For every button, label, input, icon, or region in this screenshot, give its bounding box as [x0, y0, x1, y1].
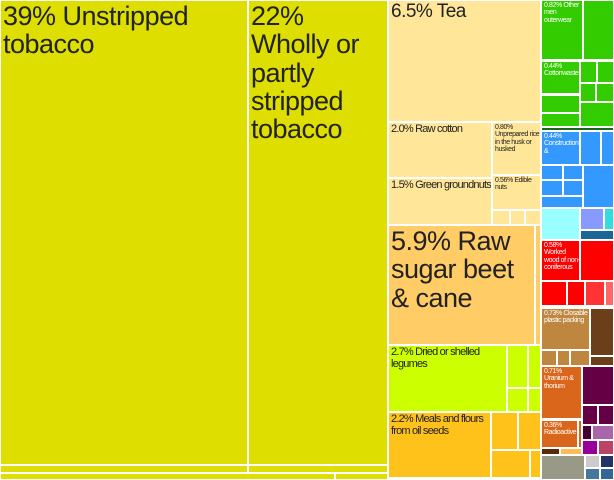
cell-label: 2.2% Meals and flours from oil seeds: [391, 413, 484, 437]
cell-label: 22% Wholly or partly stripped tobacco: [251, 1, 360, 145]
treemap-cell-labeled: 0.44% Construction &: [541, 131, 580, 165]
treemap-cell: [585, 281, 605, 306]
treemap-cell: [580, 83, 596, 102]
treemap-cell-labeled: 5.9% Raw sugar beet & cane: [388, 225, 535, 345]
cell-label: 2.7% Dried or shelled legumes: [391, 346, 480, 370]
treemap-cell-labeled: 0.82% Other men outerwear: [541, 0, 583, 60]
treemap-cell: [580, 230, 614, 240]
cell-label: 5.9% Raw sugar beet & cane: [391, 226, 514, 313]
treemap-cell: [601, 131, 614, 165]
cell-label: 0.44% Construction &: [544, 133, 579, 155]
treemap-cell-labeled: 0.56% Edible nuts: [492, 175, 541, 210]
treemap-cell-labeled: 0.44% Cottonwaste: [541, 61, 580, 94]
treemap-cell: [583, 0, 614, 60]
treemap-cell-labeled: 2.0% Raw cotton: [388, 122, 492, 178]
treemap-cell: [598, 440, 614, 455]
treemap-cell-labeled: 2.7% Dried or shelled legumes: [388, 345, 507, 412]
treemap-cell: [541, 350, 557, 366]
cell-label: 2.0% Raw cotton: [391, 123, 463, 135]
treemap-cell: [598, 405, 614, 425]
treemap-cell: [541, 165, 563, 180]
treemap-cell: [563, 180, 583, 196]
treemap-cell: [560, 448, 582, 455]
treemap-cell: [580, 61, 597, 83]
treemap-cell-labeled: 0.58% Worked wood of non-coniferous: [541, 240, 580, 281]
treemap-cell: [492, 210, 510, 225]
treemap-cell: [541, 180, 563, 196]
treemap-cell: [491, 450, 530, 478]
treemap-cell: [582, 405, 598, 425]
cell-label: 0.71% Uranium & thorium: [544, 368, 574, 390]
cell-label: 0.44% Cottonwaste: [544, 63, 579, 78]
treemap-cell: [580, 208, 604, 230]
cell-label: 0.56% Edible nuts: [495, 177, 532, 192]
cell-label: 6.5% Tea: [391, 1, 466, 22]
treemap-cell: [590, 356, 614, 366]
treemap-cell: [528, 388, 541, 412]
treemap-cell: [507, 345, 528, 388]
treemap-cell: [541, 281, 567, 306]
treemap-cell: [541, 95, 580, 113]
treemap-cell: [578, 420, 582, 448]
treemap-cell: [518, 412, 541, 450]
treemap-cell: [605, 281, 614, 306]
treemap-cell-labeled: 2.2% Meals and flours from oil seeds: [388, 412, 491, 478]
cell-label: 0.36% Radioactive: [544, 422, 577, 437]
treemap-cell-labeled: 0.71% Uranium & thorium: [541, 366, 582, 419]
treemap-cell: [600, 468, 614, 480]
treemap-cell: [525, 210, 541, 225]
treemap-cell-labeled: 0.36% Radioactive: [541, 420, 578, 448]
treemap-cell-labeled: 0.73% Closable plastic packing: [541, 308, 590, 350]
treemap-cell: [583, 165, 614, 208]
treemap-cell: [557, 350, 570, 366]
cell-label: 0.80% Unprepared rice in the husk or hus…: [495, 124, 540, 154]
treemap-cell: [590, 308, 614, 356]
treemap-cell: [541, 196, 583, 208]
treemap-cell: [563, 165, 583, 180]
treemap-cell-labeled: 1.5% Green groundnuts: [388, 178, 492, 225]
treemap-cell: [580, 131, 601, 165]
cell-label: 1.5% Green groundnuts: [391, 179, 492, 191]
treemap-cell: [507, 388, 528, 412]
cell-label: 0.82% Other men outerwear: [544, 2, 579, 24]
treemap-cell: [535, 225, 541, 345]
treemap-cell: [592, 425, 614, 440]
treemap-cell: [248, 465, 388, 473]
treemap-cell: [580, 240, 614, 281]
treemap-cell-labeled: 39% Unstripped tobacco: [0, 0, 248, 465]
treemap-cell: [597, 61, 614, 83]
treemap-cell: [580, 102, 614, 127]
treemap-cell: [541, 113, 580, 127]
treemap-cell: [541, 208, 580, 240]
cell-label: 39% Unstripped tobacco: [3, 1, 189, 60]
treemap-cell: [582, 425, 592, 440]
treemap-cell: [600, 455, 614, 468]
treemap-cell: [510, 210, 525, 225]
treemap-cell: [530, 450, 541, 478]
cell-label: 0.58% Worked wood of non-coniferous: [544, 242, 580, 272]
treemap-cell: [604, 208, 614, 230]
treemap-cell-labeled: 0.80% Unprepared rice in the husk or hus…: [492, 122, 541, 175]
treemap-cell: [585, 468, 600, 480]
treemap-cell: [0, 465, 248, 473]
treemap-cell: [0, 473, 335, 480]
treemap-cell: [596, 83, 614, 102]
treemap-cell: [582, 366, 614, 405]
treemap-cell: [541, 448, 560, 455]
treemap-cell: [582, 440, 598, 455]
treemap-cell: [541, 455, 585, 480]
treemap-cell: [567, 281, 585, 306]
treemap-cell: [491, 412, 518, 450]
treemap-cell-labeled: 6.5% Tea: [388, 0, 541, 122]
treemap-cell: [335, 473, 388, 480]
cell-label: 0.73% Closable plastic packing: [544, 310, 588, 325]
treemap-cell: [570, 350, 590, 366]
treemap-cell: [585, 455, 600, 468]
treemap-cell: [528, 345, 541, 388]
treemap-cell-labeled: 22% Wholly or partly stripped tobacco: [248, 0, 388, 465]
